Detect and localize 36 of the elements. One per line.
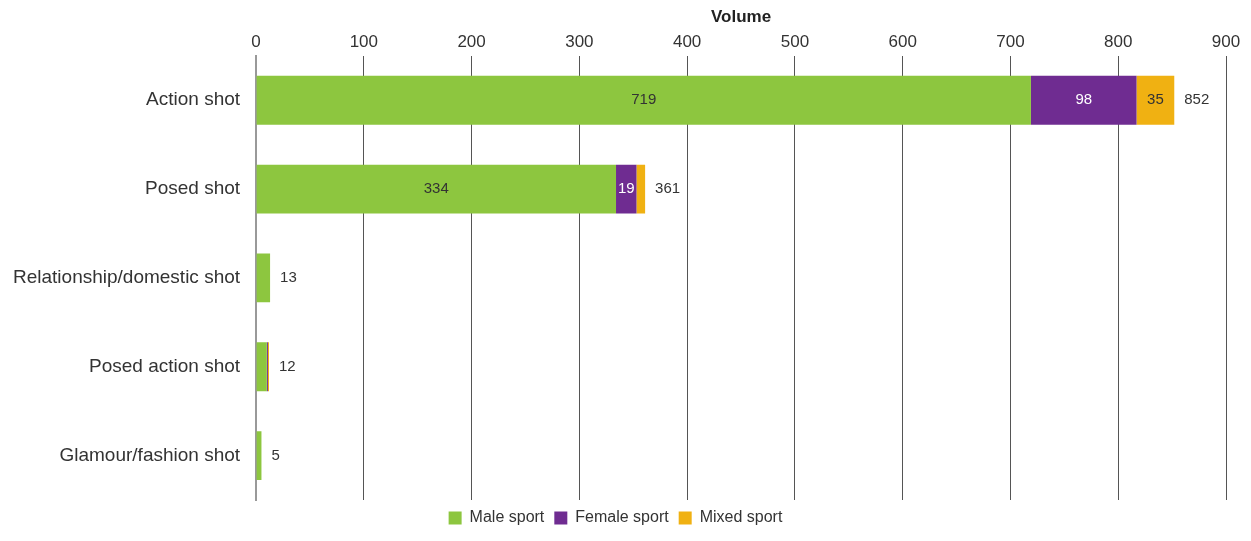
data-label: 35 — [1147, 90, 1164, 108]
x-tick-label: 0 — [251, 32, 261, 52]
x-tick-label: 500 — [780, 32, 810, 52]
x-tick-label: 600 — [888, 32, 917, 52]
total-label: 361 — [655, 179, 681, 197]
total-label: 5 — [271, 445, 280, 463]
total-label: 13 — [280, 268, 297, 286]
y-tick-label: Posed shot — [144, 177, 241, 199]
data-label: 334 — [423, 179, 449, 197]
x-tick-label: 200 — [457, 32, 486, 52]
data-label: 719 — [631, 90, 657, 108]
x-tick-label: 100 — [349, 32, 379, 52]
data-label: 98 — [1075, 90, 1093, 108]
y-tick-label: Action shot — [146, 88, 241, 110]
data-label: 19 — [617, 179, 635, 197]
bar — [256, 342, 267, 392]
bar — [1030, 75, 1137, 125]
x-axis-title: Volume — [710, 6, 772, 26]
bar — [256, 253, 271, 303]
legend-label: Male sport — [469, 508, 545, 526]
bar — [1136, 75, 1175, 125]
total-label: 12 — [279, 356, 296, 374]
x-tick-label: 900 — [1211, 32, 1241, 52]
x-tick-label: 700 — [996, 32, 1025, 52]
x-tick-label: 400 — [672, 32, 702, 52]
legend-label: Female sport — [575, 508, 670, 526]
y-tick-label: Glamour/fashion shot — [59, 443, 241, 465]
y-tick-label: Relationship/domestic shot — [12, 266, 241, 288]
total-label: 852 — [1184, 90, 1210, 108]
x-tick-label: 300 — [565, 32, 594, 52]
legend-label: Mixed sport — [699, 508, 783, 526]
x-tick-label: 800 — [1104, 32, 1133, 52]
bar — [256, 75, 1031, 125]
y-tick-label: Posed action shot — [89, 354, 241, 376]
bar — [636, 164, 646, 214]
bar — [256, 164, 617, 214]
